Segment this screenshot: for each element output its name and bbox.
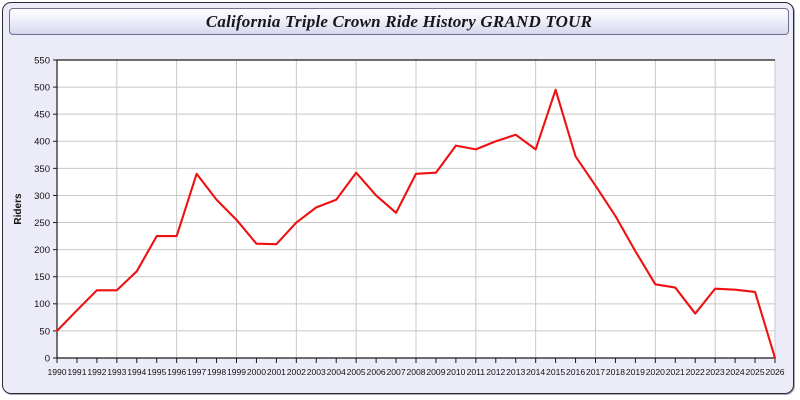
x-axis-label: 2019 bbox=[626, 367, 645, 377]
y-axis-label: 250 bbox=[34, 218, 50, 229]
page-title: California Triple Crown Ride History GRA… bbox=[205, 11, 593, 31]
x-axis-label: 2020 bbox=[646, 367, 665, 377]
chart-title-bar: California Triple Crown Ride History GRA… bbox=[9, 8, 789, 35]
y-axis-label: 50 bbox=[39, 326, 50, 337]
x-axis-label: 2006 bbox=[367, 367, 386, 377]
x-axis-label: 2003 bbox=[307, 367, 326, 377]
x-axis-label: 2023 bbox=[706, 367, 725, 377]
x-axis-label: 2018 bbox=[606, 367, 625, 377]
x-axis-label: 2024 bbox=[726, 367, 745, 377]
x-axis-label: 1992 bbox=[87, 367, 106, 377]
x-axis-label: 2002 bbox=[287, 367, 306, 377]
y-axis-title: Riders bbox=[13, 193, 24, 225]
x-axis-label: 2009 bbox=[426, 367, 445, 377]
x-axis-label: 2008 bbox=[406, 367, 425, 377]
y-axis-label: 350 bbox=[34, 164, 50, 175]
x-axis-label: 2001 bbox=[267, 367, 286, 377]
x-axis-label: 1994 bbox=[127, 367, 146, 377]
x-axis-label: 2021 bbox=[666, 367, 685, 377]
y-axis-label: 500 bbox=[34, 82, 50, 93]
x-axis-label: 2011 bbox=[467, 367, 486, 377]
y-axis-label: 550 bbox=[34, 55, 50, 66]
y-axis-label: 450 bbox=[34, 110, 50, 121]
x-axis-label: 1990 bbox=[47, 367, 66, 377]
x-axis-label: 1998 bbox=[207, 367, 226, 377]
x-axis-label: 2012 bbox=[486, 367, 505, 377]
x-axis-label: 2007 bbox=[386, 367, 405, 377]
x-axis-label: 2010 bbox=[446, 367, 465, 377]
x-axis-label: 2026 bbox=[765, 367, 784, 377]
y-axis-label: 300 bbox=[34, 191, 50, 202]
x-axis-label: 2014 bbox=[526, 367, 545, 377]
series-line-riders bbox=[55, 88, 777, 360]
x-axis-label: 2005 bbox=[347, 367, 366, 377]
x-axis-label: 2015 bbox=[546, 367, 565, 377]
x-axis-label: 1993 bbox=[107, 367, 126, 377]
x-axis-label: 2013 bbox=[506, 367, 525, 377]
x-axis-label: 1995 bbox=[147, 367, 166, 377]
y-axis-label: 200 bbox=[34, 245, 50, 256]
y-axis-label: 100 bbox=[34, 299, 50, 310]
y-axis-label: 0 bbox=[45, 353, 50, 364]
y-axis-label: 150 bbox=[34, 272, 50, 283]
x-axis-label: 2017 bbox=[586, 367, 605, 377]
x-axis-label: 2000 bbox=[247, 367, 266, 377]
x-axis-label: 1997 bbox=[187, 367, 206, 377]
x-axis-label: 2004 bbox=[327, 367, 346, 377]
x-axis-label: 2016 bbox=[566, 367, 585, 377]
chart-plot-area: 0 50 100 150 200 250 300 350 400 450 500 550 1990 199… bbox=[3, 37, 795, 393]
y-axis-label: 400 bbox=[34, 137, 50, 148]
chart-window: California Triple Crown Ride History GRA… bbox=[2, 2, 794, 394]
x-axis-label: 2022 bbox=[686, 367, 705, 377]
x-axis-label: 2025 bbox=[745, 367, 764, 377]
x-axis-label: 1991 bbox=[67, 367, 86, 377]
x-axis-label: 1999 bbox=[227, 367, 246, 377]
x-axis-label: 1996 bbox=[167, 367, 186, 377]
